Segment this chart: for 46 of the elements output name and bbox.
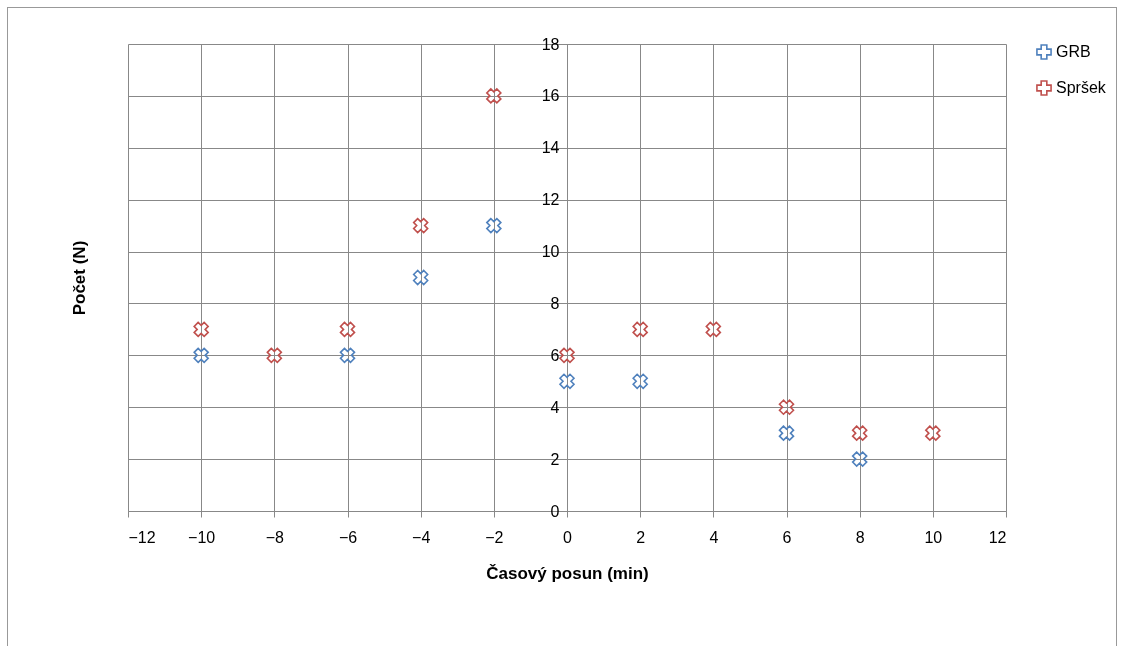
y-tick-label: 10 bbox=[541, 243, 560, 261]
x-tick-label: −8 bbox=[265, 528, 285, 546]
y-tick-label: 0 bbox=[550, 502, 560, 520]
point bbox=[778, 425, 795, 441]
point bbox=[559, 373, 575, 390]
x-tick-label: 8 bbox=[855, 528, 865, 546]
point bbox=[486, 217, 502, 234]
x-tick-label: 4 bbox=[709, 528, 719, 546]
y-tick-label: 8 bbox=[550, 294, 560, 312]
point bbox=[193, 321, 209, 338]
y-tick-label: 12 bbox=[541, 191, 560, 209]
point bbox=[851, 451, 868, 467]
point bbox=[486, 88, 502, 104]
point bbox=[925, 425, 941, 441]
point bbox=[193, 347, 209, 364]
point bbox=[412, 269, 429, 286]
x-tick-label: 12 bbox=[988, 528, 1007, 546]
y-axis-title: Počet (N) bbox=[69, 240, 89, 316]
x-axis-title: Časový posun (min) bbox=[486, 563, 649, 583]
x-tick-label: 2 bbox=[636, 528, 646, 546]
point bbox=[339, 347, 356, 364]
point bbox=[266, 347, 283, 364]
point bbox=[339, 321, 356, 338]
legend-label: Spršek bbox=[1056, 79, 1107, 96]
point bbox=[851, 425, 868, 441]
y-tick-label: 16 bbox=[541, 87, 560, 105]
y-tick-label: 14 bbox=[541, 139, 560, 157]
x-tick-label: −4 bbox=[412, 528, 431, 546]
y-tick-label: 18 bbox=[541, 35, 560, 53]
y-tick-label: 6 bbox=[550, 346, 560, 364]
x-tick-label: 6 bbox=[782, 528, 792, 546]
point bbox=[412, 217, 429, 234]
y-tick-label: 4 bbox=[550, 398, 560, 416]
x-tick-label: −12 bbox=[128, 528, 156, 546]
x-tick-label: 0 bbox=[563, 528, 573, 546]
point bbox=[632, 321, 648, 338]
x-tick-label: −2 bbox=[485, 528, 504, 546]
x-tick-label: −10 bbox=[188, 528, 216, 546]
point bbox=[705, 321, 722, 338]
x-tick-label: −6 bbox=[338, 528, 358, 546]
point bbox=[632, 373, 648, 390]
legend-label: GRB bbox=[1056, 43, 1091, 60]
y-tick-label: 2 bbox=[550, 450, 560, 468]
x-tick-label: 10 bbox=[924, 528, 943, 546]
point bbox=[778, 399, 795, 416]
point bbox=[559, 347, 575, 364]
